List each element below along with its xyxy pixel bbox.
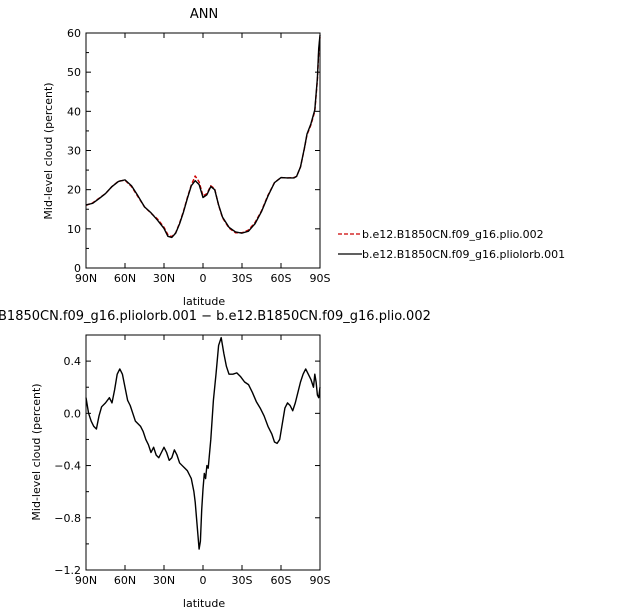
bottom-panel: B1850CN.f09_g16.pliolorb.001 − b.e12.B18…	[0, 309, 431, 610]
top-axes: 90N 60N 30N 0 30S 60S 90S 0 10 20 30 40 50 60	[67, 27, 331, 285]
bottom-xtick-label-0: 90N	[75, 574, 97, 587]
top-series-line-0	[85, 36, 321, 238]
legend-label-pliolorb: b.e12.B1850CN.f09_g16.pliolorb.001	[362, 248, 565, 261]
top-ytick-label-4: 40	[67, 105, 81, 118]
top-series-line-1	[85, 34, 321, 239]
bottom-chart-ylabel: Mid-level cloud (percent)	[30, 383, 43, 520]
top-xtick-label-1: 60N	[114, 272, 136, 285]
top-chart-title: ANN	[190, 7, 218, 22]
bottom-plot-frame	[85, 334, 321, 571]
bottom-xtick-label-3: 0	[200, 574, 207, 587]
top-ytick-label-6: 60	[67, 27, 81, 40]
top-panel: ANN latitude Mid-level cloud (percent) 9…	[42, 7, 331, 308]
bottom-xtick-label-5: 60S	[271, 574, 292, 587]
top-ytick-label-2: 20	[67, 184, 81, 197]
bottom-ytick-label-3: 0.0	[64, 407, 82, 420]
bottom-series-line-0	[85, 336, 321, 550]
bottom-series-group	[85, 336, 321, 550]
top-xtick-label-3: 0	[200, 272, 207, 285]
bottom-xtick-label-4: 30S	[232, 574, 253, 587]
top-ytick-label-1: 10	[67, 223, 81, 236]
bottom-xtick-label-1: 60N	[114, 574, 136, 587]
top-xtick-label-5: 60S	[271, 272, 292, 285]
bottom-ytick-label-0: −1.2	[54, 564, 81, 577]
top-ytick-label-5: 50	[67, 66, 81, 79]
top-xtick-label-6: 90S	[310, 272, 331, 285]
bottom-ytick-label-1: −0.8	[54, 512, 81, 525]
top-chart-xlabel: latitude	[183, 295, 225, 308]
top-plot-frame	[85, 32, 321, 269]
bottom-chart-title: B1850CN.f09_g16.pliolorb.001 − b.e12.B18…	[0, 309, 431, 324]
bottom-xtick-label-6: 90S	[310, 574, 331, 587]
bottom-chart-xlabel: latitude	[183, 597, 225, 610]
bottom-xtick-label-2: 30N	[153, 574, 175, 587]
bottom-ytick-label-2: −0.4	[54, 460, 81, 473]
bottom-axes: 90N 60N 30N 0 30S 60S 90S −1.2 −0.8 −0.4 0.0 0.4	[54, 335, 331, 587]
top-xtick-label-0: 90N	[75, 272, 97, 285]
legend-label-plio: b.e12.B1850CN.f09_g16.plio.002	[362, 228, 544, 241]
top-series-group	[85, 34, 321, 239]
legend: b.e12.B1850CN.f09_g16.plio.002 b.e12.B18…	[338, 228, 565, 261]
top-xtick-label-4: 30S	[232, 272, 253, 285]
bottom-ytick-label-4: 0.4	[64, 355, 82, 368]
top-chart-ylabel: Mid-level cloud (percent)	[42, 82, 55, 219]
top-xtick-label-2: 30N	[153, 272, 175, 285]
top-ytick-label-0: 0	[74, 262, 81, 275]
top-ytick-label-3: 30	[67, 145, 81, 158]
